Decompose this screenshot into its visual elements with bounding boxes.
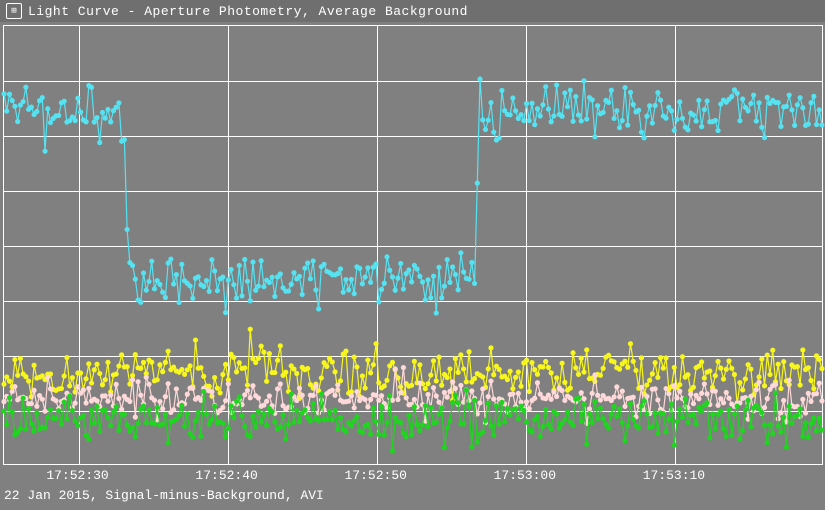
- plot-area: [3, 25, 823, 465]
- x-tick-label: 17:52:40: [195, 468, 257, 483]
- app-icon: ⊞: [6, 3, 22, 19]
- chart-svg: [4, 26, 822, 464]
- x-tick-label: 17:53:00: [494, 468, 556, 483]
- series-markers-target: [1, 76, 824, 315]
- x-tick-label: 17:52:30: [46, 468, 108, 483]
- footer-text: 22 Jan 2015, Signal-minus-Background, AV…: [4, 488, 324, 503]
- app-icon-glyph: ⊞: [11, 7, 16, 16]
- title-bar: ⊞ Light Curve - Aperture Photometry, Ave…: [0, 0, 825, 22]
- x-tick-label: 17:52:50: [345, 468, 407, 483]
- series-line-target: [4, 79, 822, 313]
- window-title: Light Curve - Aperture Photometry, Avera…: [28, 4, 468, 19]
- window-root: ⊞ Light Curve - Aperture Photometry, Ave…: [0, 0, 825, 510]
- x-tick-label: 17:53:10: [643, 468, 705, 483]
